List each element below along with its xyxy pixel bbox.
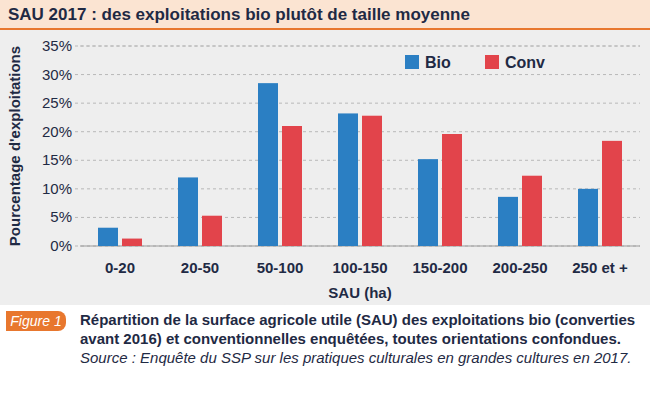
bar bbox=[258, 83, 278, 246]
bar bbox=[338, 113, 358, 246]
x-axis-line bbox=[80, 246, 640, 247]
legend-label: Bio bbox=[425, 54, 451, 71]
bar bbox=[498, 197, 518, 246]
caption: Répartition de la surface agricole utile… bbox=[80, 310, 640, 367]
legend-swatch bbox=[405, 55, 419, 69]
grid-line bbox=[75, 46, 640, 47]
range-top-line bbox=[80, 46, 640, 47]
bar bbox=[202, 216, 222, 246]
bar bbox=[522, 176, 542, 246]
source-text: Source : Enquête du SSP sur les pratique… bbox=[80, 349, 631, 366]
x-axis-label: SAU (ha) bbox=[328, 284, 391, 301]
x-tick-label: 150-200 bbox=[412, 259, 467, 276]
bars bbox=[98, 83, 622, 246]
y-tick-label: 25% bbox=[42, 94, 72, 111]
y-tick-label: 15% bbox=[42, 151, 72, 168]
bar bbox=[578, 189, 598, 246]
y-tick-label: 0% bbox=[50, 237, 72, 254]
y-tick-label: 20% bbox=[42, 123, 72, 140]
x-tick-label: 20-50 bbox=[181, 259, 219, 276]
y-tick-label: 35% bbox=[42, 37, 72, 54]
y-axis-label: Pourcentage d'exploitations bbox=[6, 46, 23, 246]
bar bbox=[418, 159, 438, 246]
x-tick-label: 250 et + bbox=[572, 259, 628, 276]
x-tick-label: 0-20 bbox=[105, 259, 135, 276]
x-tick-label: 200-250 bbox=[492, 259, 547, 276]
y-tick-label: 30% bbox=[42, 66, 72, 83]
bar bbox=[602, 141, 622, 246]
legend-swatch bbox=[485, 55, 499, 69]
caption-text: Répartition de la surface agricole utile… bbox=[80, 311, 635, 347]
plot-background bbox=[0, 30, 650, 305]
bar bbox=[98, 228, 118, 246]
header-band: SAU 2017 : des exploitations bio plutôt … bbox=[0, 0, 650, 30]
chart-title: SAU 2017 : des exploitations bio plutôt … bbox=[8, 5, 470, 25]
y-tick-label: 10% bbox=[42, 180, 72, 197]
x-tick-label: 50-100 bbox=[257, 259, 304, 276]
figure-label: Figure 1 bbox=[6, 311, 66, 331]
bar bbox=[122, 239, 142, 246]
legend-label: Conv bbox=[505, 54, 545, 71]
bar bbox=[178, 177, 198, 246]
grid-line bbox=[75, 74, 640, 75]
grid-line bbox=[75, 103, 640, 104]
bar bbox=[442, 134, 462, 246]
bar bbox=[362, 116, 382, 246]
y-tick-label: 5% bbox=[50, 208, 72, 225]
x-tick-label: 100-150 bbox=[332, 259, 387, 276]
bar bbox=[282, 126, 302, 246]
